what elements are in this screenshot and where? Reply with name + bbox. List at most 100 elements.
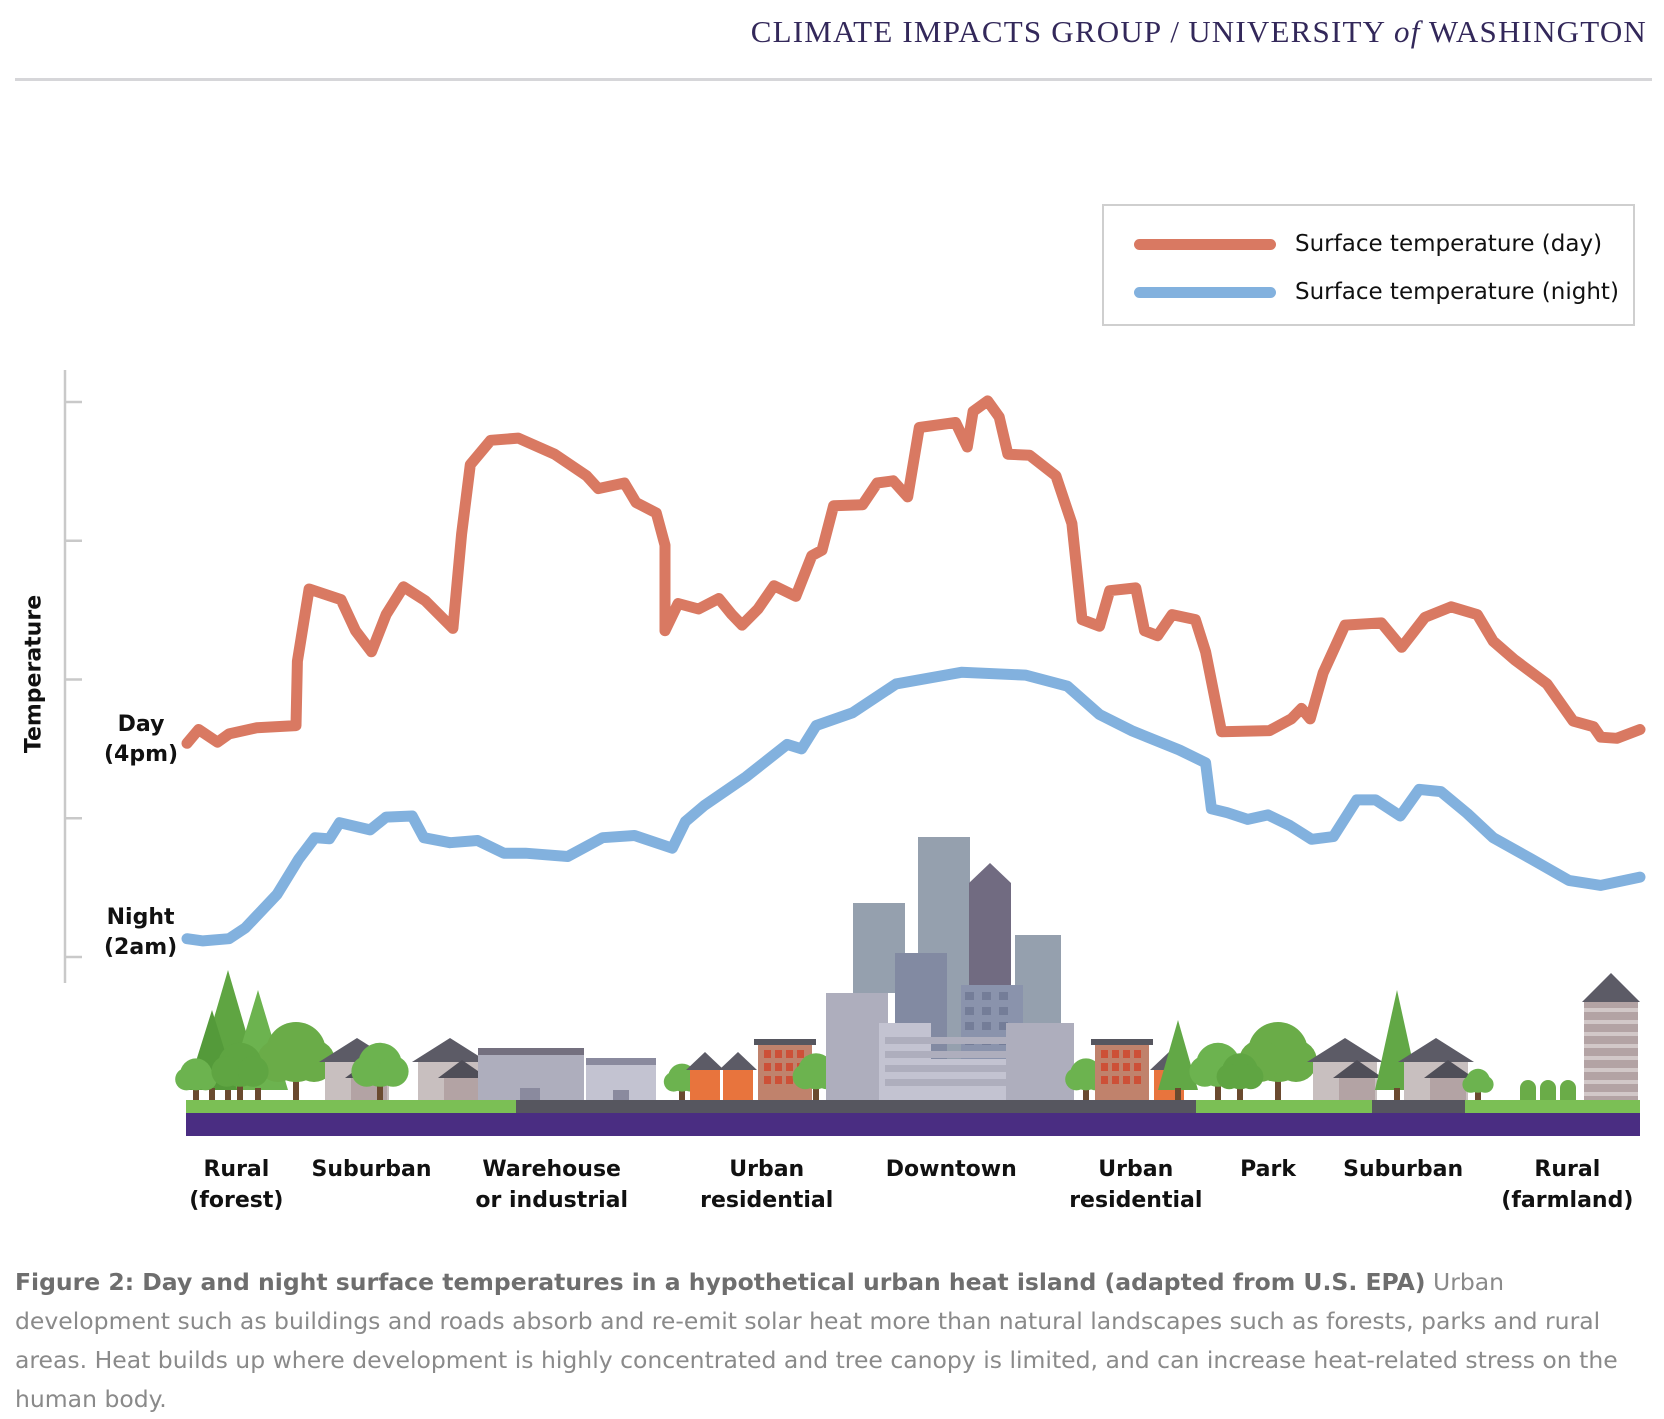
- garage-door: [444, 1078, 480, 1100]
- line-day: [187, 401, 1640, 743]
- office-window: [965, 1022, 974, 1030]
- apartment-window: [1123, 1050, 1130, 1058]
- apartment-window: [797, 1050, 804, 1058]
- office-window: [999, 1007, 1008, 1015]
- apartment-window: [1134, 1063, 1141, 1071]
- night-label-line2: (2am): [104, 933, 177, 963]
- grass-strip: [1337, 1100, 1372, 1113]
- tree-trunk: [209, 1088, 215, 1100]
- silo-stripe: [1584, 1044, 1638, 1048]
- apartment-roof: [1091, 1039, 1153, 1045]
- oak-tree-icon: [793, 1064, 818, 1089]
- townhouse-roof: [719, 1052, 757, 1070]
- oak-tree-icon: [1477, 1076, 1494, 1093]
- category-label: Park: [1240, 1154, 1296, 1185]
- office-window: [965, 992, 974, 1000]
- warehouse-roof: [586, 1058, 656, 1065]
- silo-icon: [1584, 1002, 1638, 1100]
- house-roof-icon: [1307, 1038, 1383, 1062]
- category-label: Rural(forest): [189, 1154, 283, 1216]
- oak-tree-icon: [175, 1068, 197, 1090]
- legend-swatch-night: [1134, 287, 1276, 298]
- office-window: [965, 1007, 974, 1015]
- downtown-building: [826, 993, 888, 1100]
- office-window: [999, 992, 1008, 1000]
- downtown-building: [1006, 1023, 1074, 1100]
- silo-stripe: [1584, 1032, 1638, 1036]
- apartment-window: [1134, 1050, 1141, 1058]
- line-night: [187, 672, 1640, 941]
- apartment-window: [775, 1076, 782, 1084]
- series-lines: [187, 401, 1640, 941]
- shrub-icon: [1520, 1080, 1536, 1096]
- apartment-window: [1123, 1063, 1130, 1071]
- office-window: [982, 992, 991, 1000]
- day-series-label: Day (4pm): [104, 710, 178, 770]
- day-label-line1: Day: [104, 710, 178, 740]
- category-label-line2: (forest): [189, 1185, 283, 1216]
- grass-strip: [1465, 1100, 1640, 1113]
- category-label-line2: residential: [700, 1185, 833, 1216]
- apartment-window: [764, 1076, 771, 1084]
- category-label-line1: Rural: [1501, 1154, 1633, 1185]
- oak-tree-icon: [1065, 1068, 1087, 1090]
- category-label: Rural(farmland): [1501, 1154, 1633, 1216]
- tree-trunk: [1175, 1088, 1181, 1100]
- category-label-line1: Urban: [700, 1154, 833, 1185]
- garage-door: [1339, 1078, 1375, 1100]
- house-roof-icon: [412, 1038, 488, 1062]
- legend-item-night: Surface temperature (night): [1134, 277, 1619, 307]
- oak-tree-icon: [1238, 1064, 1263, 1089]
- category-label: Suburban: [312, 1154, 432, 1185]
- category-label-line2: (farmland): [1501, 1185, 1633, 1216]
- apartment-window: [775, 1063, 782, 1071]
- category-label-line2: residential: [1069, 1185, 1202, 1216]
- oak-tree-icon: [351, 1056, 382, 1087]
- silo-roof: [1582, 973, 1640, 1002]
- apartment-window: [1101, 1076, 1108, 1084]
- silo-stripe: [1584, 1008, 1638, 1012]
- grass-strip: [1196, 1100, 1339, 1113]
- category-label-line1: Rural: [189, 1154, 283, 1185]
- silo-stripe: [1584, 1092, 1638, 1096]
- night-series-label: Night (2am): [104, 903, 177, 963]
- townhouse-icon: [723, 1070, 753, 1100]
- legend-item-day: Surface temperature (day): [1134, 229, 1602, 259]
- oak-tree-icon: [1462, 1076, 1479, 1093]
- office-window: [982, 1022, 991, 1030]
- category-label-line2: or industrial: [475, 1185, 628, 1216]
- shrub-icon: [1560, 1080, 1576, 1096]
- townhouse-icon: [690, 1070, 720, 1100]
- legend-label-day: Surface temperature (day): [1295, 231, 1602, 257]
- caption-title: Figure 2: Day and night surface temperat…: [15, 1268, 1426, 1296]
- oak-tree-icon: [211, 1056, 242, 1087]
- category-label: Suburban: [1343, 1154, 1463, 1185]
- category-label-line1: Warehouse: [475, 1154, 628, 1185]
- grass-strip: [186, 1100, 516, 1113]
- garage-door: [1430, 1078, 1466, 1100]
- apartment-window: [1134, 1076, 1141, 1084]
- tree-trunk: [1394, 1088, 1400, 1100]
- night-label-line1: Night: [104, 903, 177, 933]
- shrub-icon: [1540, 1080, 1556, 1096]
- figure-caption: Figure 2: Day and night surface temperat…: [15, 1263, 1655, 1419]
- legend-swatch-day: [1134, 239, 1276, 250]
- apartment-roof: [754, 1039, 816, 1045]
- silo-stripe: [1584, 1020, 1638, 1024]
- warehouse-door: [613, 1090, 629, 1100]
- legend: Surface temperature (day) Surface temper…: [1102, 204, 1635, 326]
- apartment-window: [786, 1063, 793, 1071]
- silo-stripe: [1584, 1068, 1638, 1072]
- ground-band: [186, 1113, 1640, 1136]
- category-label-line1: Suburban: [312, 1154, 432, 1185]
- office-window: [982, 1007, 991, 1015]
- apartment-window: [786, 1050, 793, 1058]
- downtown-spire-tower: [969, 863, 1011, 1000]
- apartment-window: [786, 1076, 793, 1084]
- warehouse-door: [520, 1088, 540, 1100]
- tree-trunk: [255, 1088, 261, 1100]
- category-label-line1: Suburban: [1343, 1154, 1463, 1185]
